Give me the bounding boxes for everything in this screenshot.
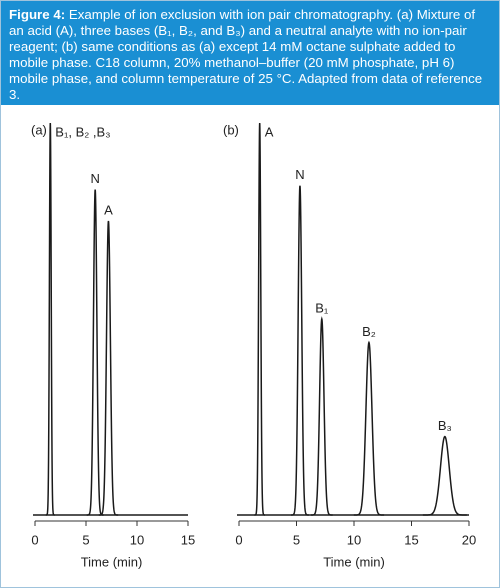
peak bbox=[254, 122, 266, 516]
caption-box: Figure 4: Example of ion exclusion with … bbox=[1, 1, 499, 105]
x-tick-label: 10 bbox=[130, 532, 144, 547]
peak-label: B₂ bbox=[362, 324, 376, 339]
peak-label: B₃ bbox=[438, 418, 452, 433]
peak bbox=[353, 340, 385, 516]
peak-label: A bbox=[104, 202, 113, 217]
x-tick-label: 5 bbox=[82, 532, 89, 547]
peak bbox=[422, 435, 467, 516]
x-tick-label: 15 bbox=[404, 532, 418, 547]
peak-label: A bbox=[265, 124, 274, 139]
peak-label: N bbox=[90, 171, 99, 186]
x-tick-label: 0 bbox=[235, 532, 242, 547]
x-tick-label: 15 bbox=[181, 532, 195, 547]
x-axis-label: Time (min) bbox=[81, 554, 143, 569]
peak-label: B₁ bbox=[315, 300, 329, 315]
peak bbox=[98, 220, 119, 516]
caption-label: Figure 4: bbox=[9, 7, 66, 22]
x-axis-label: Time (min) bbox=[323, 554, 385, 569]
panel-label: (a) bbox=[31, 122, 47, 137]
peak bbox=[86, 189, 104, 516]
panel-label: (b) bbox=[223, 122, 239, 137]
peak-label: N bbox=[295, 167, 304, 182]
peak bbox=[310, 316, 333, 516]
x-tick-label: 20 bbox=[462, 532, 476, 547]
caption-text: Example of ion exclusion with ion pair c… bbox=[9, 7, 483, 102]
x-tick-label: 10 bbox=[347, 532, 361, 547]
peak bbox=[291, 185, 309, 516]
x-tick-label: 0 bbox=[31, 532, 38, 547]
peak-label: B₁, B₂ ,B₃ bbox=[55, 124, 110, 139]
peak bbox=[45, 122, 55, 516]
x-tick-label: 5 bbox=[293, 532, 300, 547]
